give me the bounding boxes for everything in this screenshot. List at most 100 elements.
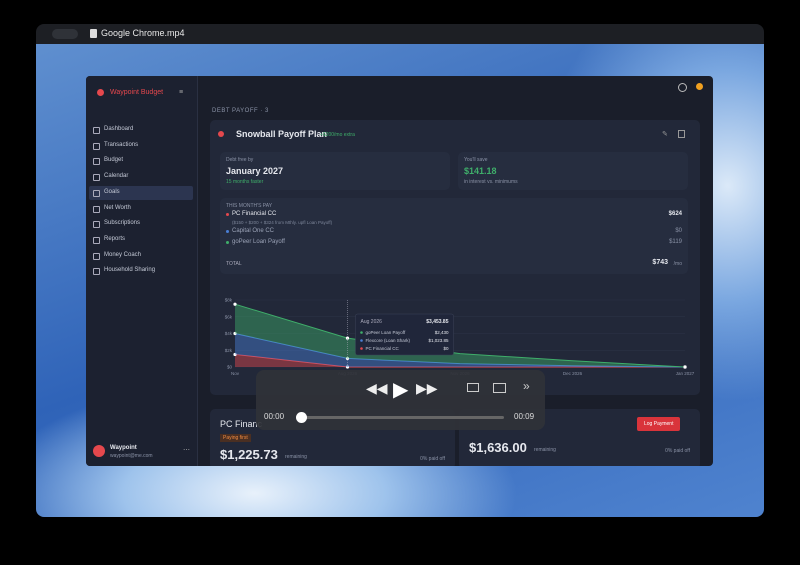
plan-icon — [218, 131, 224, 137]
total-label: TOTAL — [226, 261, 242, 267]
forward-button[interactable]: ▶▶ — [416, 380, 438, 396]
nav-item[interactable]: Budget — [104, 157, 124, 164]
nav-item[interactable]: Household Sharing — [104, 267, 156, 274]
row-dot — [226, 213, 229, 216]
row-dot — [226, 241, 229, 244]
pip-button[interactable] — [493, 383, 506, 393]
row-dot — [226, 230, 229, 233]
y-tick-label: $4k — [225, 331, 233, 336]
tooltip-total: $3,453.85 — [426, 319, 448, 325]
area-fill — [235, 304, 685, 367]
row-amount: $624 — [668, 211, 682, 217]
amount: $1,225.73 — [220, 447, 278, 462]
user-name: Waypoint — [110, 445, 137, 451]
scrubber[interactable] — [296, 412, 307, 423]
sidebar-toggle[interactable] — [52, 29, 78, 39]
nav-item[interactable]: Calendar — [104, 173, 129, 180]
label: You'll save — [464, 157, 488, 163]
nav-item[interactable]: Transactions — [104, 141, 139, 148]
avatar — [93, 445, 105, 457]
nav-icon — [93, 189, 100, 197]
tooltip-name: Flexcore (Loan Shark) — [366, 338, 411, 343]
note: 15 months faster — [226, 179, 264, 185]
tooltip-dot — [360, 347, 363, 350]
row-name: goPeer Loan Payoff — [232, 239, 285, 245]
tooltip-value: $0 — [443, 346, 449, 351]
menu-button[interactable]: ≡ — [179, 89, 184, 96]
rewind-button[interactable]: ◀◀ — [366, 380, 388, 396]
row-amount: $0 — [675, 228, 682, 234]
nav-icon — [93, 236, 100, 244]
progress: 0% paid off — [420, 456, 445, 462]
tooltip-dot — [360, 331, 363, 334]
play-button[interactable]: ▶ — [393, 379, 409, 401]
y-tick-label: $8k — [225, 298, 233, 303]
card-title: PC Financ — [220, 419, 263, 429]
nav-item[interactable]: Net Worth — [104, 204, 131, 211]
row-name: Capital One CC — [232, 228, 275, 234]
y-tick-label: $2k — [225, 348, 233, 353]
delete-button[interactable] — [678, 130, 685, 138]
y-tick-label: $6k — [225, 314, 233, 319]
saved-box: You'll save $141.18 in interest vs. mini… — [458, 152, 688, 190]
nav-icon — [93, 252, 100, 260]
x-tick-label: Dec 2026 — [563, 371, 583, 376]
progress-track[interactable] — [298, 416, 504, 419]
airplay-button[interactable] — [467, 383, 479, 392]
note: in interest vs. minimums — [464, 179, 518, 185]
value: January 2027 — [226, 166, 284, 176]
theme-button[interactable] — [696, 83, 703, 90]
x-tick-label: Nov — [231, 371, 240, 376]
nav-icon — [93, 221, 100, 229]
brand-logo — [97, 89, 104, 96]
nav-icon — [93, 158, 100, 166]
y-tick-label: $0 — [227, 365, 233, 370]
brand: Waypoint Budget — [110, 89, 164, 96]
nav-active — [89, 185, 193, 200]
section-label: DEBT PAYOFF · 3 — [212, 108, 269, 114]
nav-item[interactable]: Dashboard — [104, 126, 134, 132]
nav-icon — [93, 127, 100, 134]
plan-title: Snowball Payoff Plan — [236, 129, 328, 139]
help-button[interactable] — [678, 83, 687, 92]
point — [233, 352, 237, 357]
nav-icon — [93, 205, 100, 213]
tooltip-value: $2,430 — [435, 330, 449, 335]
edit-button[interactable]: ✎ — [662, 131, 668, 138]
area-fill — [235, 354, 685, 367]
sidebar: Waypoint Budget ≡ Dashboard Transactions B… — [86, 76, 198, 466]
row-name: PC Financial CC — [232, 211, 277, 217]
nav-item[interactable]: Money Coach — [104, 251, 142, 258]
app-window: Waypoint Budget ≡ Dashboard Transactions B… — [86, 76, 713, 466]
tooltip-name: PC Financial CC — [366, 346, 400, 351]
file-icon — [90, 29, 97, 38]
user-menu[interactable]: ⋯ — [183, 447, 190, 454]
series-line — [234, 333, 686, 368]
log-payment-button[interactable]: Log Payment — [637, 417, 681, 431]
more-button[interactable]: » — [523, 379, 530, 393]
nav-item[interactable]: Reports — [104, 235, 126, 242]
point — [233, 302, 237, 306]
monthly-box: THIS MONTH'S PAY PC Financial CC $624 ($15… — [220, 198, 688, 274]
nav-item[interactable]: Goals — [104, 188, 120, 195]
video-controls: ◀◀ ▶ ▶▶ » 00:00 00:09 — [256, 370, 545, 430]
window-title: Google Chrome.mp4 — [101, 28, 185, 38]
duration: 00:09 — [514, 412, 535, 421]
plan-badge: +$200/mo extra — [320, 132, 355, 138]
row-note: ($150 + $200 + $324 from Mthly. upfl Loa… — [232, 220, 333, 225]
x-tick-label: Jan 2027 — [676, 371, 695, 376]
row-amount: $119 — [669, 239, 682, 245]
tooltip-name: goPeer Loan Payoff — [366, 330, 406, 335]
user-email: waypoint@me.com — [110, 453, 153, 459]
total: $743 — [652, 259, 668, 266]
current-time: 00:00 — [264, 412, 285, 421]
nav-item[interactable]: Subscriptions — [104, 220, 141, 227]
nav-icon — [93, 142, 100, 150]
tooltip — [355, 313, 454, 356]
value: $141.18 — [464, 166, 497, 176]
tooltip-title: Aug 2026 — [361, 319, 383, 325]
series-line — [234, 353, 685, 368]
point — [233, 331, 237, 336]
debt-free-box: Debt free by January 2027 15 months fast… — [220, 152, 450, 190]
